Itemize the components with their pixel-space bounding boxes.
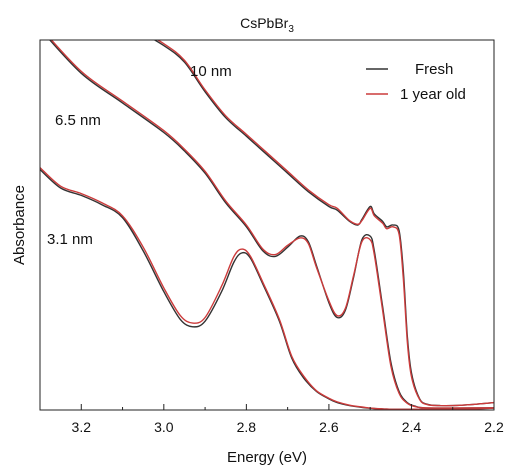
legend-label-1-year-old: 1 year old <box>400 86 466 103</box>
x-tick-label: 2.2 <box>484 419 504 435</box>
chart-title: CsPbBr3 <box>240 15 294 35</box>
annotation-6-5nm: 6.5 nm <box>55 112 101 129</box>
y-axis-label: Absorbance <box>11 185 28 265</box>
annotation-10nm: 10 nm <box>190 63 232 80</box>
series-line-6-5-nm-fresh <box>48 40 494 409</box>
x-tick-label: 2.6 <box>319 419 339 435</box>
series-layer <box>40 40 494 410</box>
x-axis: 3.2 3.0 2.8 2.6 2.4 2.2 <box>39 404 504 435</box>
x-tick-label: 3.2 <box>72 419 92 435</box>
x-axis-label: Energy (eV) <box>227 449 307 466</box>
plot-frame <box>39 39 495 411</box>
x-tick-label: 2.8 <box>237 419 257 435</box>
series-line-10-nm-1-year-old <box>156 40 494 407</box>
x-tick-label: 2.4 <box>402 419 422 435</box>
legend: Fresh 1 year old <box>366 61 466 103</box>
series-line-3-1-nm-1-year-old <box>40 167 494 410</box>
annotation-3-1nm: 3.1 nm <box>47 231 93 248</box>
x-tick-label: 3.0 <box>154 419 174 435</box>
legend-label-fresh: Fresh <box>415 61 453 78</box>
series-line-6-5-nm-1-year-old <box>50 40 494 409</box>
